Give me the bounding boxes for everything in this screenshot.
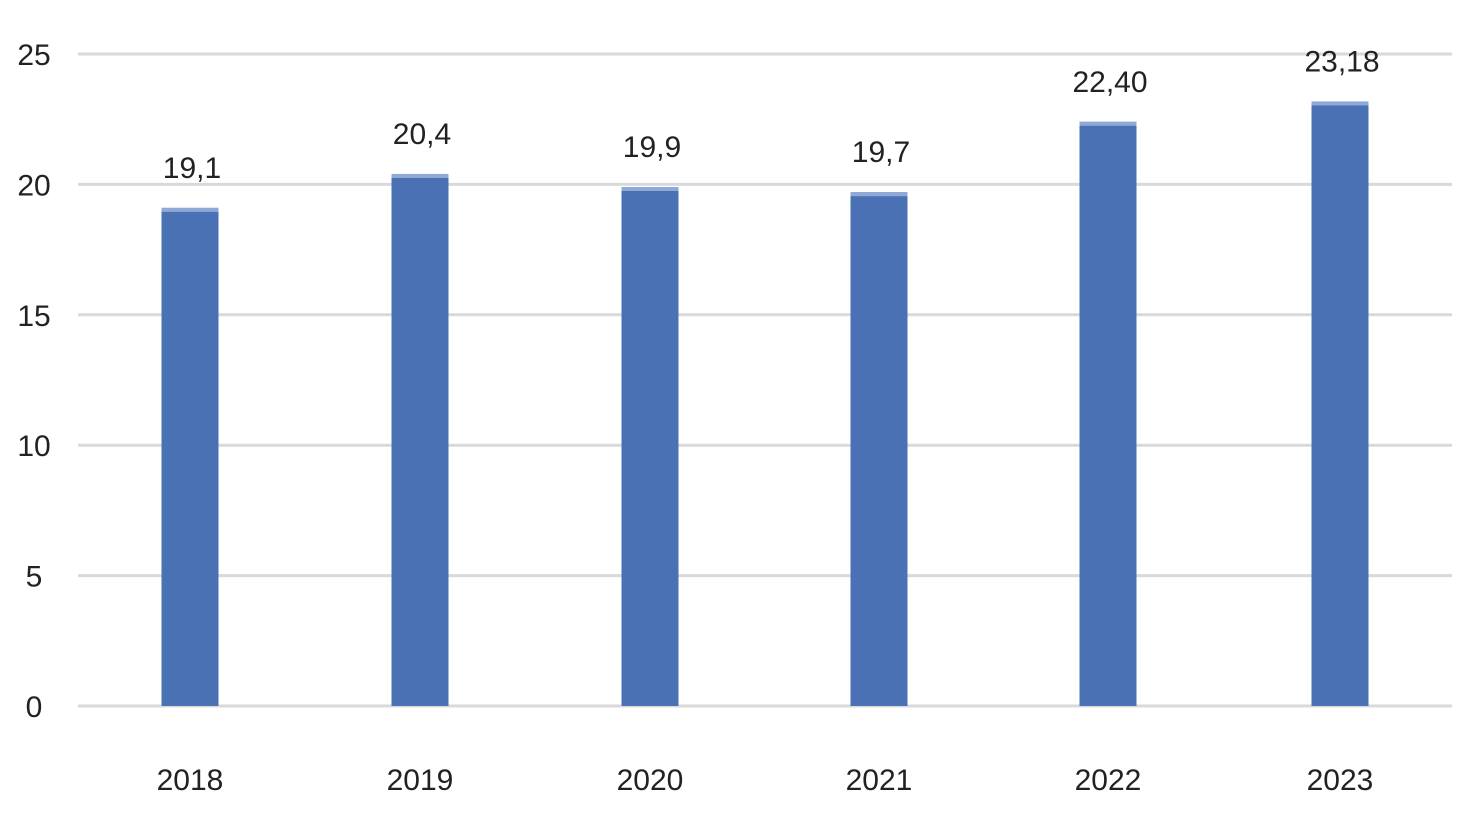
data-label: 23,18	[1304, 45, 1379, 78]
bar-2020	[621, 187, 679, 706]
y-tick-label: 10	[17, 430, 50, 463]
data-label: 19,1	[163, 152, 221, 185]
bar-top-edge	[1079, 121, 1137, 126]
bar-top-edge	[850, 192, 908, 197]
x-tick-label: 2022	[1075, 764, 1142, 797]
bar-top-edge	[1311, 101, 1369, 106]
data-label: 19,9	[623, 131, 681, 164]
bar-top-edge	[391, 173, 449, 178]
y-tick-label: 25	[17, 39, 50, 72]
gridlines	[78, 52, 1452, 708]
x-tick-label: 2020	[617, 764, 684, 797]
bar-top-edge	[621, 187, 679, 192]
x-tick-label: 2021	[846, 764, 913, 797]
data-labels: 19,1 20,4 19,9 19,7 22,40 23,18	[163, 45, 1380, 184]
bar-2023	[1311, 101, 1369, 707]
x-axis-tick-labels: 2018 2019 2020 2021 2022 2023	[157, 764, 1374, 797]
y-tick-label: 5	[26, 561, 43, 594]
x-tick-label: 2018	[157, 764, 224, 797]
y-axis-tick-labels: 0 5 10 15 20 25	[17, 39, 50, 724]
bar-2022	[1079, 121, 1137, 707]
bar-2018	[161, 207, 219, 706]
x-tick-label: 2019	[387, 764, 454, 797]
bars	[161, 101, 1369, 707]
y-tick-label: 20	[17, 169, 50, 202]
x-tick-label: 2023	[1307, 764, 1374, 797]
y-tick-label: 15	[17, 300, 50, 333]
data-label: 20,4	[393, 118, 451, 151]
bar-2021	[850, 192, 908, 706]
data-label: 19,7	[852, 136, 910, 169]
data-label: 22,40	[1072, 66, 1147, 99]
y-tick-label: 0	[26, 691, 43, 724]
bar-top-edge	[161, 207, 219, 212]
bar-2019	[391, 173, 449, 706]
